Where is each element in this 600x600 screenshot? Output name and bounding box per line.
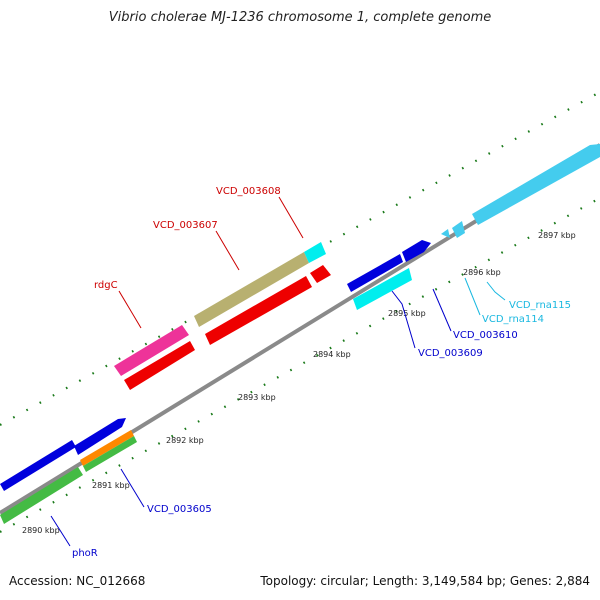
feature-red-small — [310, 265, 331, 283]
tick-label-2895: 2895 kbp — [388, 309, 426, 318]
tick-label-2896: 2896 kbp — [463, 268, 501, 277]
feature-cyan-VCD_003609 — [353, 268, 412, 310]
label-VCD_003607: VCD_003607 — [153, 220, 218, 231]
feature-skyblue-rna-small-2 — [452, 221, 465, 238]
leader-phoR — [50, 515, 71, 547]
feature-blue-forward-3 — [347, 254, 403, 292]
feature-magenta-rdgC — [114, 325, 189, 376]
feature-red-VCD_003607 — [205, 276, 312, 345]
label-VCD_rna114: VCD_rna114 — [482, 314, 544, 325]
inner-dotted-track — [0, 197, 600, 533]
tick-label-2894: 2894 kbp — [313, 350, 351, 359]
leader-VCD_003605 — [120, 468, 145, 508]
tick-label-2893: 2893 kbp — [238, 393, 276, 402]
tick-label-2897: 2897 kbp — [538, 231, 576, 240]
leader-VCD_003607 — [215, 230, 240, 271]
accession-text: Accession: NC_012668 — [9, 574, 146, 588]
leader-VCD_003609 — [391, 290, 416, 349]
map-title: Vibrio cholerae MJ-1236 chromosome 1, co… — [108, 10, 492, 25]
label-VCD_003609: VCD_003609 — [418, 348, 483, 359]
feature-skyblue-large — [472, 144, 600, 225]
feature-blue-forward-left — [0, 440, 76, 491]
label-VCD_003605: VCD_003605 — [147, 504, 212, 515]
feature-blue-forward-4 — [402, 240, 431, 262]
leader-VCD_rna115 — [486, 281, 506, 301]
label-VCD_003608: VCD_003608 — [216, 186, 281, 197]
tick-label-2891: 2891 kbp — [92, 481, 130, 490]
topology-text: Topology: circular; Length: 3,149,584 bp… — [260, 574, 590, 588]
feature-green-phoR — [0, 467, 83, 524]
feature-cyan-VCD_003608 — [304, 242, 326, 263]
leader-rdgC — [118, 290, 142, 329]
label-rdgC: rdgC — [94, 280, 118, 291]
tick-label-2890: 2890 kbp — [22, 526, 60, 535]
label-VCD_003610: VCD_003610 — [453, 330, 518, 341]
leader-VCD_rna114 — [464, 277, 481, 316]
tick-label-2892: 2892 kbp — [166, 436, 204, 445]
feature-khaki-VCD_003607 — [194, 252, 309, 327]
feature-orange — [80, 430, 134, 466]
feature-green-VCD_003605 — [83, 436, 137, 472]
feature-red-rdgC-adjacent — [124, 341, 195, 390]
feature-skyblue-rna-small-1 — [441, 229, 450, 238]
leader-VCD_003608 — [278, 196, 304, 239]
label-VCD_rna115: VCD_rna115 — [509, 300, 571, 311]
label-phoR: phoR — [72, 548, 98, 559]
leader-VCD_003610 — [432, 288, 452, 332]
feature-blue-forward-2 — [74, 418, 126, 455]
